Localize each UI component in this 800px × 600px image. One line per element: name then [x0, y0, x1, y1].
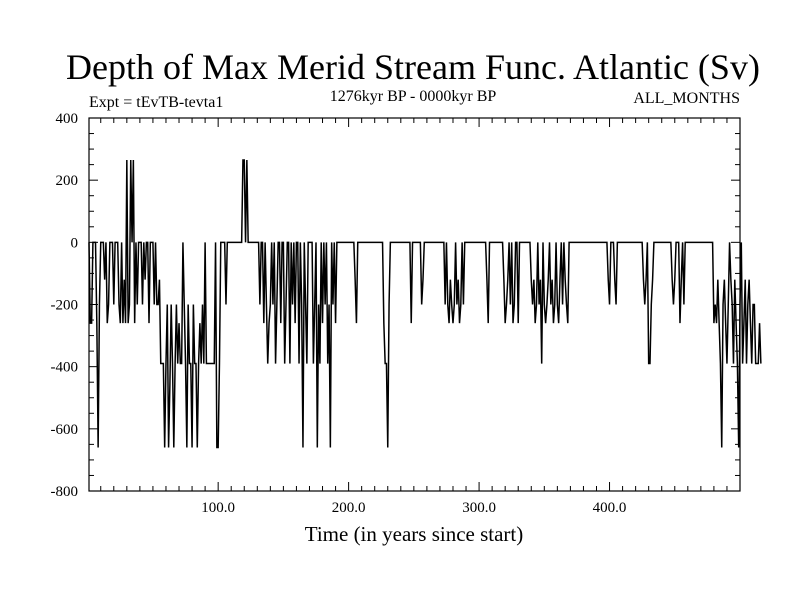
x-tick-label: 400.0: [593, 500, 627, 516]
y-tick-label: -800: [51, 484, 79, 500]
tick-labels: 100.0 200.0 300.0 400.0 -800 -600 -400 -200 0 200…: [51, 111, 627, 516]
x-tick-label: 300.0: [462, 500, 496, 516]
experiment-label: Expt = tEvTB-tevta1: [89, 94, 223, 111]
y-tick-label: 400: [56, 111, 79, 127]
plot-frame: [88, 117, 741, 492]
months-label: ALL_MONTHS: [633, 90, 740, 107]
x-axis-label: Time (in years since start): [305, 522, 524, 546]
x-tick-label: 100.0: [201, 500, 235, 516]
y-tick-label: 0: [71, 235, 79, 251]
y-tick-label: -200: [51, 298, 79, 314]
series-line: [88, 159, 762, 449]
y-tick-label: 200: [56, 173, 79, 189]
x-tick-label: 200.0: [332, 500, 366, 516]
y-tick-label: -600: [51, 422, 79, 438]
y-tick-label: -400: [51, 360, 79, 376]
time-range-label: 1276kyr BP - 0000kyr BP: [330, 88, 497, 105]
chart-title: Depth of Max Merid Stream Func. Atlantic…: [66, 47, 760, 87]
